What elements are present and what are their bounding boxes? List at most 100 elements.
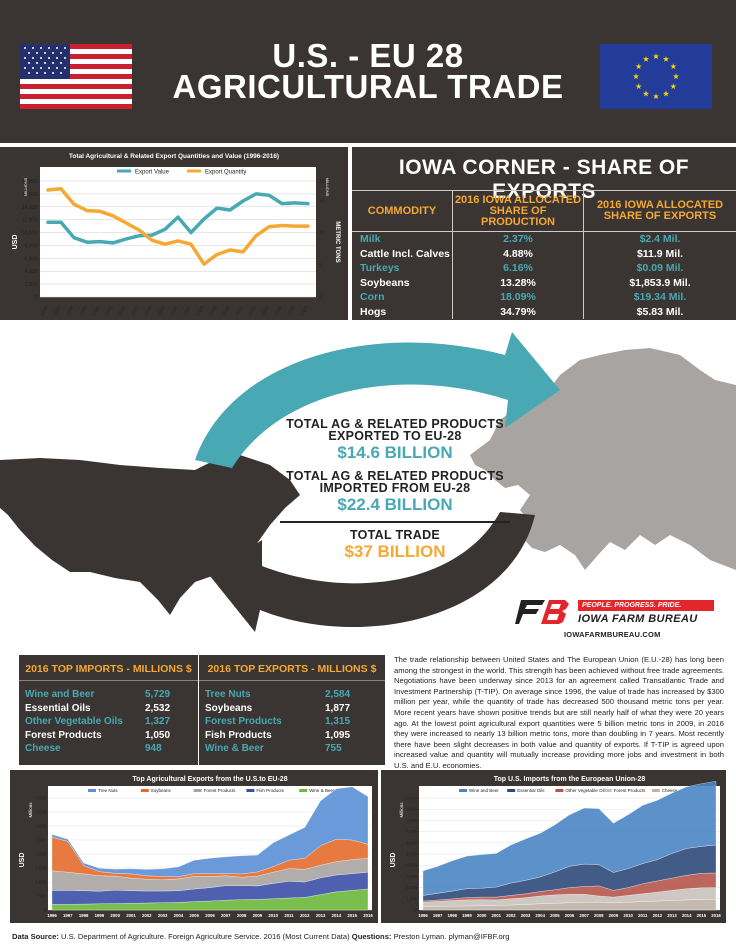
data-point [190, 231, 192, 234]
data-point [60, 187, 62, 190]
data-point [99, 210, 101, 213]
x-tick-label: 2015 [347, 913, 357, 918]
x-tick-label: 2010 [268, 913, 278, 918]
production-share-cell: 2.37% [452, 231, 584, 247]
legend-swatch [193, 789, 202, 792]
legend-label: Cheese [662, 788, 678, 793]
x-tick-label: 2003 [158, 913, 168, 918]
list-item-value: 1,050 [145, 729, 171, 741]
y-tick-label: 0 [44, 908, 47, 913]
source-label: Data Source: [12, 932, 59, 941]
eu-flag-icon [600, 44, 712, 109]
data-point [73, 203, 75, 205]
y-tick-label: 0 [415, 908, 418, 913]
x-tick-label: 1999 [462, 913, 472, 918]
export-arrow-arc [195, 332, 560, 468]
x-tick-label: 2006 [169, 305, 180, 318]
x-tick-label: 1998 [65, 305, 76, 318]
data-point [177, 216, 179, 218]
y-tick-label: 10,000 [404, 796, 417, 801]
footer-source-line: Data Source: U.S. Department of Agricult… [12, 932, 509, 941]
legend-swatch [459, 789, 467, 792]
data-point [86, 241, 88, 244]
y-tick-label: 9,000 [407, 807, 418, 812]
x-tick-label: 2013 [667, 913, 677, 918]
legend-label: Soybeans [151, 788, 172, 793]
data-point [177, 240, 179, 242]
export-share-cell: $0.09 Mil. [583, 261, 736, 276]
x-tick-label: 2003 [521, 913, 531, 918]
production-share-cell: 13.28% [452, 275, 584, 290]
data-point [190, 243, 192, 245]
data-point [151, 234, 153, 236]
x-tick-label: 2002 [117, 305, 128, 318]
commodity-cell: Hogs [360, 305, 387, 318]
commodity-cell: Corn [360, 291, 385, 303]
us-exports-area-chart: Top Agricultural Exports from the U.S.to… [19, 776, 373, 918]
total-trade-label: TOTAL TRADE [349, 528, 441, 542]
title-line-2: AGRICULTURAL TRADE [172, 68, 564, 105]
y-tick-label: 8,000 [407, 818, 418, 823]
data-point [138, 229, 140, 231]
series-area-wine-and-beer [422, 781, 717, 896]
farm-bureau-name: IOWA FARM BUREAU [578, 613, 698, 625]
legend-label: Wine and Beer [469, 788, 499, 793]
total-trade-value: $37 BILLION [344, 542, 446, 561]
legend-label: Forest Products [614, 788, 647, 793]
data-point [112, 242, 114, 244]
x-tick-label: 2006 [205, 913, 215, 918]
y-tick-label: 2,500 [36, 838, 47, 843]
eu-star [662, 90, 670, 97]
x-tick-label: 1997 [433, 913, 443, 918]
x-tick-label: 2009 [253, 913, 263, 918]
legend-swatch [603, 789, 612, 792]
questions-text: Preston Lyman. plyman@IFBF.org [393, 932, 510, 941]
x-tick-label: 2011 [234, 305, 245, 317]
y-axis-label: USD [390, 853, 397, 868]
y-tick-label: 3,000 [36, 824, 47, 829]
legend-label: Tree Nuts [98, 788, 118, 793]
eu-star [652, 53, 660, 60]
export-trend-chart-panel: Total Agricultural & Related Export Quan… [0, 147, 348, 320]
list-item-name: Forest Products [205, 716, 282, 727]
y-tick-label: 8,000 [24, 243, 37, 249]
x-tick-label: 2014 [682, 913, 692, 918]
export-share-cell: $19.34 Mil. [583, 290, 736, 305]
x-tick-label: 2006 [565, 913, 575, 918]
y-tick-label: 4,000 [407, 863, 418, 868]
legend-swatch [555, 789, 564, 792]
list-item-value: 1,877 [325, 702, 351, 714]
data-point [112, 215, 114, 217]
x-tick-label: 1997 [63, 913, 73, 918]
eu-star [632, 73, 640, 80]
export-share-cell: $11.9 Mil. [583, 246, 736, 261]
x-tick-label: 1996 [47, 913, 57, 918]
exported-label: TOTAL AG & RELATED PRODUCTS EXPORTED TO … [286, 417, 504, 443]
production-share-cell: 18.09% [452, 290, 584, 305]
y-tick-label: 1,500 [36, 866, 47, 871]
list-item-name: Tree Nuts [205, 689, 251, 700]
y-tick-label: 3,500 [36, 810, 47, 815]
list-item: Other Vegetable Oils 1,327 [19, 715, 198, 729]
data-point [229, 209, 231, 211]
data-point [99, 240, 101, 243]
y2-tick-label: 15 [319, 198, 325, 204]
header-banner: U.S. - EU 28 AGRICULTURAL TRADE [0, 0, 736, 143]
import-arrow-arc [210, 512, 535, 632]
eu-star [662, 55, 670, 62]
x-tick-label: 2004 [174, 913, 184, 918]
data-point [307, 202, 309, 205]
source-text: U.S. Department of Agriculture. Foreign … [60, 932, 350, 941]
list-item-value: 1,315 [325, 716, 351, 727]
legend-swatch [651, 789, 660, 792]
eu-star [642, 90, 650, 97]
y-axis-label: USD [19, 853, 26, 868]
x-tick-label: 2009 [208, 305, 219, 318]
legend-label: Forest Products [204, 788, 237, 793]
x-tick-label: 2000 [110, 913, 120, 918]
x-tick-label: 2010 [623, 913, 633, 918]
list-item: Cheese 948 [19, 742, 198, 756]
data-point [281, 202, 283, 205]
x-tick-label: 2012 [247, 305, 258, 318]
y-tick-label: 14,000 [22, 205, 38, 211]
